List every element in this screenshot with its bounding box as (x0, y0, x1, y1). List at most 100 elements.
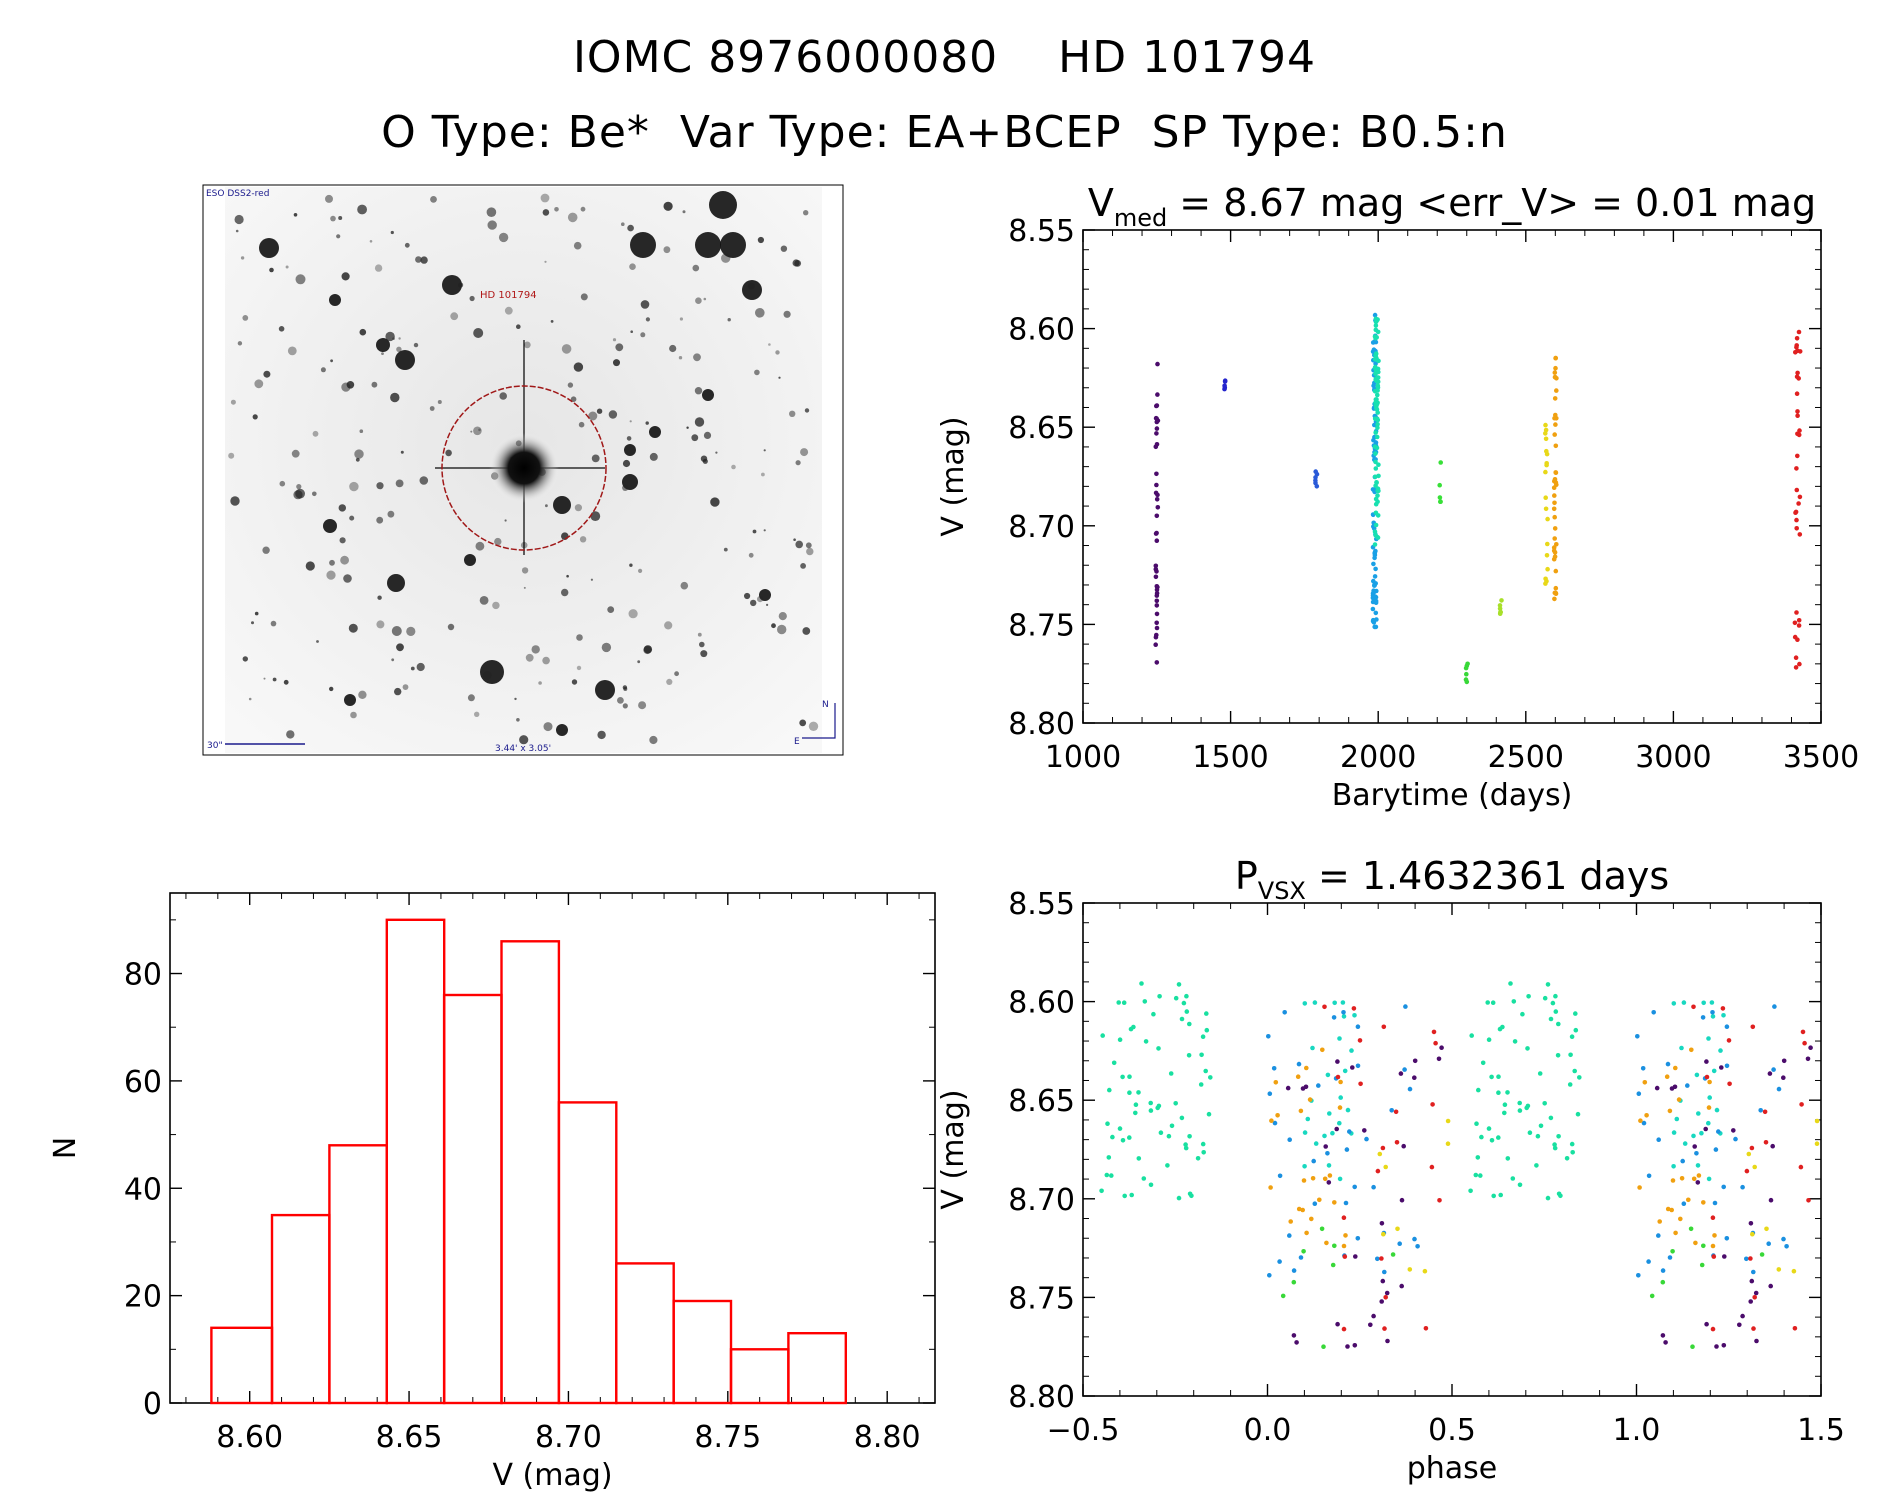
ph-point (1751, 1326, 1756, 1331)
lc-ytick-label: 8.65 (1008, 411, 1075, 446)
ph-point (1304, 1230, 1309, 1236)
ph-point (1295, 1074, 1301, 1079)
ph-point (1176, 1195, 1182, 1201)
hist-xlabel: V (mag) (492, 1458, 612, 1493)
ph-point (1352, 1013, 1357, 1018)
lc-point (1155, 505, 1161, 510)
lc-point (1796, 329, 1802, 335)
hist-bar (672, 1299, 733, 1405)
ph-point (1187, 1021, 1192, 1027)
lc-point (1154, 593, 1160, 598)
ph-point (1127, 1135, 1132, 1140)
lc-point (1153, 634, 1159, 640)
ph-point (1165, 1163, 1170, 1168)
ph-point (1552, 1145, 1558, 1151)
ph-point (1726, 1038, 1732, 1043)
ph-point (1641, 1120, 1647, 1126)
ph-point (1277, 1259, 1282, 1264)
lc-ytick-label: 8.80 (1008, 707, 1075, 742)
ph-point (1288, 1219, 1293, 1224)
ph-point (1296, 1206, 1302, 1212)
ph-point (1766, 1241, 1771, 1246)
ph-point (1710, 1010, 1715, 1015)
ph-point (1332, 1200, 1337, 1205)
lc-point (1554, 542, 1559, 547)
lc-point (1154, 660, 1160, 665)
ph-point (1550, 1000, 1556, 1006)
lc-xlabel: Barytime (days) (1332, 778, 1573, 813)
lc-point (1155, 584, 1160, 590)
ph-point (1744, 1256, 1749, 1262)
ph-point (1143, 1039, 1149, 1044)
hist-bar (615, 1262, 675, 1405)
ph-point (1517, 1108, 1523, 1113)
ph-point (1204, 1027, 1210, 1033)
lc-point (1154, 442, 1160, 447)
ph-point (1656, 1137, 1661, 1142)
lc-point (1155, 492, 1160, 498)
lc-point (1543, 436, 1549, 442)
ph-point (1469, 1033, 1474, 1038)
hist-bar (328, 1144, 388, 1405)
ph-xtick-label: 0.5 (1428, 1413, 1476, 1448)
ph-point (1721, 1184, 1726, 1190)
lc-point (1545, 566, 1550, 572)
ph-point (1268, 1185, 1273, 1190)
histogram-chart: 8.60 8.65 8.70 8.75 8.80 0 20 40 60 80 V (mag) N (48, 892, 936, 1493)
ph-point (1287, 1137, 1292, 1142)
ph-point (1203, 1068, 1208, 1074)
ph-point (1637, 1185, 1642, 1190)
lc-point (1372, 555, 1377, 561)
ph-point (1381, 1231, 1386, 1237)
ph-point (1291, 1333, 1297, 1338)
ph-point (1512, 1039, 1518, 1044)
ph-point (1674, 1116, 1680, 1122)
ph-point (1567, 1082, 1573, 1087)
ph-ytick-label: 8.80 (1008, 1380, 1075, 1415)
lc-point (1498, 609, 1503, 615)
lc-title: Vmed = 8.67 mag <err_V> = 0.01 mag (1088, 181, 1816, 232)
ph-point (1445, 1141, 1451, 1146)
ph-point (1179, 1016, 1185, 1022)
ph-point (1394, 1140, 1400, 1145)
ph-point (1199, 1052, 1204, 1058)
ph-point (1322, 1133, 1327, 1139)
ph-point (1402, 1067, 1407, 1072)
ph-point (1748, 1221, 1754, 1226)
ph-point (1510, 1176, 1516, 1181)
lc-ytick-label: 8.75 (1008, 608, 1075, 643)
lc-point (1371, 561, 1376, 567)
ph-point (1670, 1249, 1675, 1254)
ph-point (1704, 1059, 1709, 1064)
lc-point (1372, 416, 1378, 422)
lc-point (1154, 569, 1159, 574)
ph-point (1475, 1155, 1481, 1160)
ph-point (1395, 1226, 1400, 1232)
ph-point (1181, 1000, 1187, 1006)
hist-xtick-label: 8.70 (535, 1420, 602, 1455)
ph-point (1802, 1040, 1807, 1046)
ph-point (1330, 1130, 1335, 1136)
ph-point (1480, 1060, 1486, 1066)
ph-point (1342, 1068, 1348, 1074)
hist-bar (442, 993, 503, 1405)
lc-point (1154, 482, 1159, 488)
lc-point (1552, 596, 1557, 602)
ph-point (1636, 1273, 1641, 1278)
ph-point (1272, 1120, 1278, 1126)
ph-point (1445, 1118, 1451, 1124)
lc-point (1374, 357, 1380, 363)
ph-point (1200, 1141, 1206, 1147)
ph-point (1776, 1267, 1782, 1272)
ph-point (1183, 1145, 1189, 1151)
ph-point (1696, 1173, 1702, 1178)
ph-point (1338, 1079, 1343, 1085)
ph-point (1489, 1138, 1495, 1143)
ph-point (1381, 1024, 1387, 1030)
lc-point (1375, 425, 1380, 431)
hist-bar (500, 940, 561, 1405)
lc-point (1437, 495, 1443, 500)
lc-point (1372, 312, 1378, 318)
scale-label: 30" (207, 741, 223, 751)
lc-point (1552, 432, 1557, 437)
